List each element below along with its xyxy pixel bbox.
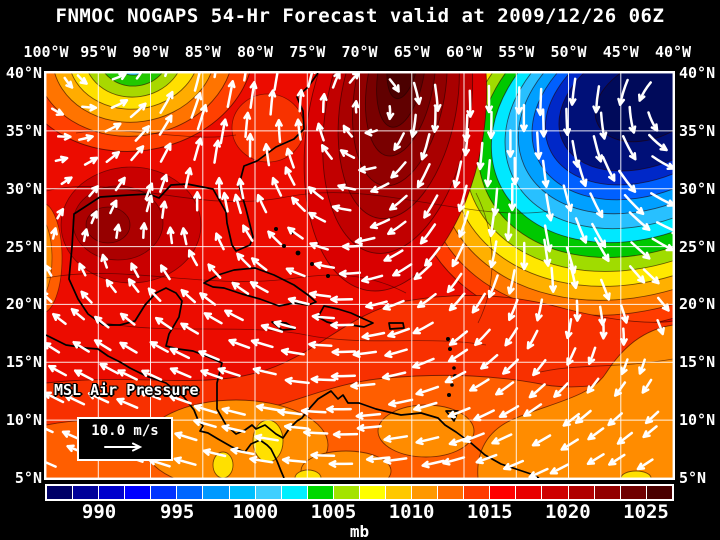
lat-label: 40°N [5,64,42,82]
colorbar-cell [47,486,73,499]
colorbar-tick: 1010 [388,501,435,523]
colorbar-tick: 1005 [310,501,357,523]
wind-scale-arrow-icon [104,442,143,452]
colorbar-cell [281,486,307,499]
colorbar-cell [99,486,125,499]
lon-label: 55°W [498,43,535,61]
topleft-low-rings [46,73,255,152]
lat-label: 15°N [679,353,716,372]
colorbar-cell [490,486,516,499]
colorbar-cell [307,486,333,499]
colorbar-cell [542,486,568,499]
colorbar-cell [73,486,99,499]
field-label: MSL Air Pressure [54,381,199,399]
wind-arrows [46,73,673,478]
colorbar-tick: 1020 [544,501,591,523]
lon-label: 75°W [289,43,326,61]
colorbar-cell [412,486,438,499]
colorbar-cell [516,486,542,499]
wind-scale-value: 10.0 m/s [91,423,159,439]
lat-label: 40°N [679,64,716,82]
colorbar-cell [151,486,177,499]
colorbar-ticks: 990 995 1000 1005 1010 1015 1020 1025 [47,501,672,523]
atlantic-low-rings [409,73,673,330]
island-dots [274,227,457,397]
colorbar-cell [646,486,672,499]
map-canvas [44,71,675,480]
lat-label: 5°N [679,468,707,487]
lat-label: 30°N [5,179,42,198]
colorbar-unit: mb [349,522,370,540]
lon-label: 45°W [602,43,639,61]
colorbar-tick: 1025 [623,501,669,523]
wind-scale-legend: 10.0 m/s [77,417,173,461]
lat-label: 10°N [679,411,716,430]
colorbar-tick: 1000 [232,501,279,523]
lat-label: 20°N [5,295,42,314]
lat-label: 35°N [679,121,716,140]
colorbar-cell [386,486,412,499]
colorbar-tick: 1015 [466,501,513,523]
lon-label: 85°W [184,43,221,61]
colorbar-cell [438,486,464,499]
lon-label: 40°W [654,43,692,61]
pressure-field-plot [46,73,673,478]
colorbar-cell [594,486,620,499]
colorbar-cell [203,486,229,499]
lon-label: 80°W [236,43,274,61]
colorbar-cell [333,486,359,499]
lat-label: 35°N [5,121,42,140]
lat-label: 10°N [5,411,42,430]
colorbar-cell [464,486,490,499]
colorbar-cell [125,486,151,499]
lon-label: 90°W [132,43,169,61]
lon-label: 60°W [445,43,483,61]
lat-label: 20°N [679,295,716,314]
colorbar-cell [568,486,594,499]
lat-label: 25°N [679,237,716,256]
lat-label: 25°N [5,237,42,256]
lat-label: 5°N [14,468,42,487]
colorbar-cell [229,486,255,499]
lon-label: 65°W [393,43,430,61]
lon-label: 95°W [80,43,117,61]
lon-label: 70°W [341,43,378,61]
colorbar-tick: 995 [160,501,195,523]
pressure-colorbar [45,484,674,501]
chart-title: FNMOC NOGAPS 54-Hr Forecast valid at 200… [55,5,665,27]
colorbar-cell [255,486,281,499]
coastlines [46,73,540,478]
lon-label: 50°W [550,43,587,61]
lat-label: 30°N [679,179,716,198]
colorbar-tick: 990 [81,501,117,523]
lon-label: 100°W [23,43,69,61]
colorbar-cell [620,486,646,499]
colorbar-cell [177,486,203,499]
colorbar-cell [359,486,386,499]
gulf-ridge-blob [60,166,202,284]
lat-label: 15°N [5,353,42,372]
